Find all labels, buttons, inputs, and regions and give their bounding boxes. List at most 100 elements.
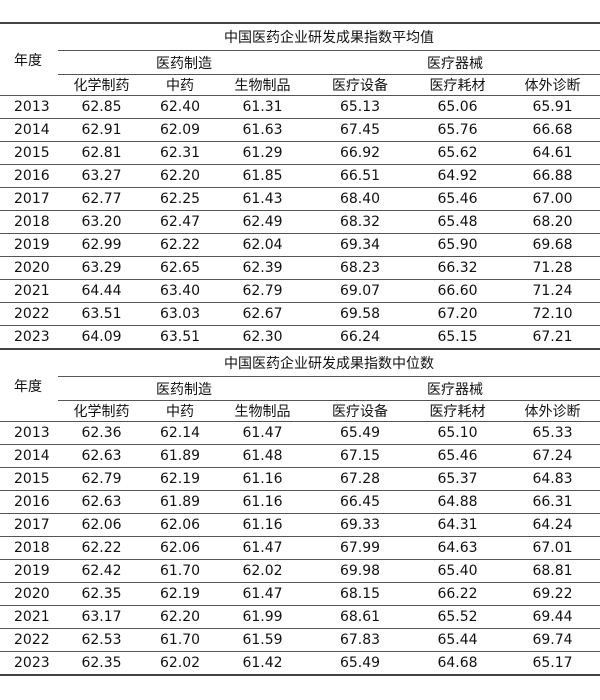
value-cell: 69.07 — [310, 279, 410, 303]
value-cell: 64.92 — [410, 164, 505, 188]
value-cell: 62.47 — [145, 210, 215, 234]
value-cell: 64.09 — [58, 325, 145, 349]
value-cell: 68.40 — [310, 187, 410, 211]
value-cell: 66.24 — [310, 325, 410, 349]
table-row: 2013 62.36 62.14 61.47 65.49 65.10 65.33 — [0, 421, 600, 445]
value-cell: 65.48 — [410, 210, 505, 234]
value-cell: 69.22 — [505, 582, 600, 606]
value-cell: 62.06 — [58, 513, 145, 537]
group-header: 医药制造 — [58, 376, 310, 401]
value-cell: 62.99 — [58, 233, 145, 257]
value-cell: 62.02 — [215, 559, 310, 583]
value-cell: 67.83 — [310, 628, 410, 652]
table-row: 2014 62.63 61.89 61.48 67.15 65.46 67.24 — [0, 444, 600, 468]
value-cell: 68.32 — [310, 210, 410, 234]
table-row: 2018 62.22 62.06 61.47 67.99 64.63 67.01 — [0, 536, 600, 560]
group-header: 医疗器械 — [310, 50, 600, 75]
value-cell: 61.63 — [215, 118, 310, 142]
value-cell: 62.67 — [215, 302, 310, 326]
value-cell: 66.88 — [505, 164, 600, 188]
column-header: 体外诊断 — [505, 74, 600, 96]
value-cell: 62.49 — [215, 210, 310, 234]
value-cell: 61.42 — [215, 651, 310, 676]
table-row: 2017 62.77 62.25 61.43 68.40 65.46 67.00 — [0, 187, 600, 211]
value-cell: 62.63 — [58, 490, 145, 514]
table-row: 2020 63.29 62.65 62.39 68.23 66.32 71.28 — [0, 256, 600, 280]
table-row: 2017 62.06 62.06 61.16 69.33 64.31 64.24 — [0, 513, 600, 537]
year-cell: 2014 — [0, 118, 58, 142]
value-cell: 65.49 — [310, 651, 410, 676]
value-cell: 63.17 — [58, 605, 145, 629]
value-cell: 64.61 — [505, 141, 600, 165]
column-header: 医疗设备 — [310, 400, 410, 422]
value-cell: 61.70 — [145, 628, 215, 652]
table-row: 2022 62.53 61.70 61.59 67.83 65.44 69.74 — [0, 628, 600, 652]
group-header-row: 医药制造 医疗器械 — [0, 50, 600, 75]
value-cell: 64.44 — [58, 279, 145, 303]
value-cell: 61.48 — [215, 444, 310, 468]
value-cell: 62.22 — [58, 536, 145, 560]
value-cell: 65.40 — [410, 559, 505, 583]
column-header: 化学制药 — [58, 74, 145, 96]
year-cell: 2016 — [0, 490, 58, 514]
value-cell: 64.88 — [410, 490, 505, 514]
value-cell: 69.58 — [310, 302, 410, 326]
value-cell: 69.34 — [310, 233, 410, 257]
column-header: 中药 — [145, 400, 215, 422]
value-cell: 68.15 — [310, 582, 410, 606]
document: 年度 中国医药企业研发成果指数平均值 医药制造 医疗器械 化学制药 中药 生物制品 医疗设备医… — [0, 22, 600, 676]
value-cell: 62.25 — [145, 187, 215, 211]
value-cell: 62.35 — [58, 582, 145, 606]
value-cell: 61.89 — [145, 444, 215, 468]
table-row: 2018 63.20 62.47 62.49 68.32 65.48 68.20 — [0, 210, 600, 234]
year-cell: 2017 — [0, 187, 58, 211]
value-cell: 62.06 — [145, 513, 215, 537]
value-cell: 62.04 — [215, 233, 310, 257]
value-cell: 71.24 — [505, 279, 600, 303]
value-cell: 69.33 — [310, 513, 410, 537]
group-header: 医药制造 — [58, 50, 310, 75]
table-title: 中国医药企业研发成果指数平均值 — [58, 22, 600, 51]
year-cell: 2013 — [0, 95, 58, 119]
value-cell: 63.51 — [145, 325, 215, 349]
value-cell: 62.39 — [215, 256, 310, 280]
value-cell: 61.31 — [215, 95, 310, 119]
year-cell: 2022 — [0, 628, 58, 652]
value-cell: 61.99 — [215, 605, 310, 629]
value-cell: 63.20 — [58, 210, 145, 234]
year-cell: 2021 — [0, 605, 58, 629]
value-cell: 64.63 — [410, 536, 505, 560]
value-cell: 67.15 — [310, 444, 410, 468]
value-cell: 65.91 — [505, 95, 600, 119]
table-body: 年度 中国医药企业研发成果指数平均值 医药制造 医疗器械 化学制药 中药 生物制品 医疗设备医… — [0, 22, 600, 676]
value-cell: 61.16 — [215, 467, 310, 491]
value-cell: 68.81 — [505, 559, 600, 583]
value-cell: 62.65 — [145, 256, 215, 280]
value-cell: 65.15 — [410, 325, 505, 349]
column-header: 体外诊断 — [505, 400, 600, 422]
year-cell: 2022 — [0, 302, 58, 326]
table-row: 2019 62.99 62.22 62.04 69.34 65.90 69.68 — [0, 233, 600, 257]
value-cell: 62.42 — [58, 559, 145, 583]
value-cell: 61.16 — [215, 490, 310, 514]
year-cell: 2021 — [0, 279, 58, 303]
value-cell: 62.20 — [145, 164, 215, 188]
value-cell: 66.60 — [410, 279, 505, 303]
value-cell: 65.46 — [410, 187, 505, 211]
value-cell: 69.68 — [505, 233, 600, 257]
value-cell: 66.45 — [310, 490, 410, 514]
value-cell: 62.22 — [145, 233, 215, 257]
year-cell: 2020 — [0, 582, 58, 606]
table-row: 2023 64.09 63.51 62.30 66.24 65.15 67.21 — [0, 325, 600, 349]
value-cell: 65.06 — [410, 95, 505, 119]
column-header-row: 化学制药 中药 生物制品 医疗设备 医疗耗材 体外诊断 — [0, 400, 600, 422]
group-header-row: 医药制造 医疗器械 — [0, 376, 600, 401]
value-cell: 65.52 — [410, 605, 505, 629]
value-cell: 61.85 — [215, 164, 310, 188]
value-cell: 61.16 — [215, 513, 310, 537]
value-cell: 64.24 — [505, 513, 600, 537]
value-cell: 64.68 — [410, 651, 505, 676]
value-cell: 69.98 — [310, 559, 410, 583]
column-header: 医疗设备 — [310, 74, 410, 96]
column-header: 医疗耗材 — [410, 400, 505, 422]
